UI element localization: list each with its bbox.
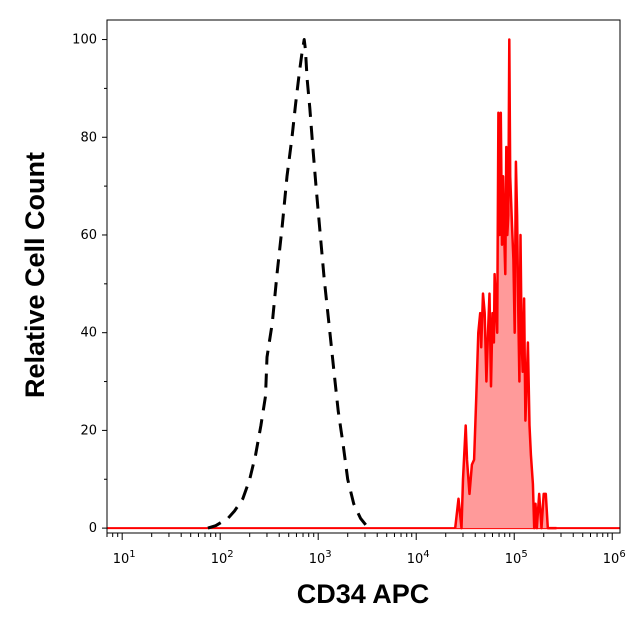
axes: 0 20 40 60 80 100 101 102 103 104 105 106	[72, 19, 626, 567]
y-tick-label-60: 60	[80, 228, 97, 243]
series-1-area	[455, 39, 557, 529]
y-tick-label-100: 100	[72, 33, 97, 48]
y-axis-title: Relative Cell Count	[20, 152, 50, 398]
plot-area	[107, 38, 620, 530]
x-tick-label-1e6: 106	[603, 549, 626, 567]
x-tick-label-1e4: 104	[407, 549, 430, 567]
series-0-line	[207, 38, 373, 530]
x-tick-label-1e5: 105	[505, 549, 528, 567]
y-tick-label-20: 20	[80, 423, 97, 438]
series-1-line	[453, 38, 557, 530]
plot-frame	[106, 19, 621, 534]
x-axis-title: CD34 APC	[297, 579, 430, 609]
x-tick-label-1e1: 101	[113, 549, 136, 567]
y-tick-label-0: 0	[89, 521, 97, 536]
x-tick-label-1e2: 102	[211, 549, 234, 567]
y-tick-label-80: 80	[80, 130, 97, 145]
x-tick-label-1e3: 103	[309, 549, 332, 567]
y-tick-label-40: 40	[80, 326, 97, 341]
